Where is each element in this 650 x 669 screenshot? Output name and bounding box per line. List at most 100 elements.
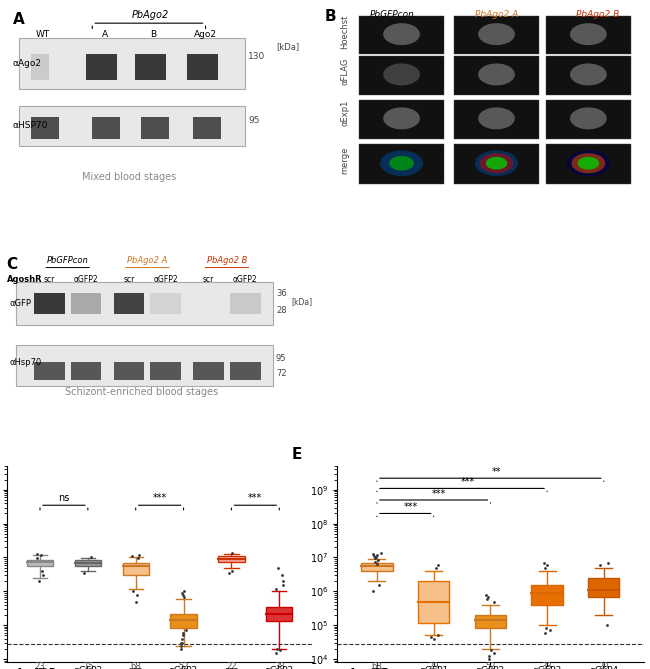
- Text: Ago2: Ago2: [194, 31, 217, 39]
- FancyBboxPatch shape: [16, 345, 273, 385]
- Text: αGFP2: αGFP2: [233, 275, 257, 284]
- Text: merge: merge: [341, 147, 349, 174]
- FancyBboxPatch shape: [34, 363, 65, 380]
- Text: αGFP3: αGFP3: [532, 666, 562, 669]
- Text: AgoshR: AgoshR: [348, 668, 390, 669]
- Circle shape: [570, 23, 606, 45]
- FancyBboxPatch shape: [135, 54, 166, 80]
- Text: scr: scr: [225, 666, 238, 669]
- FancyBboxPatch shape: [86, 54, 117, 80]
- Circle shape: [384, 23, 420, 45]
- Text: C: C: [6, 258, 18, 272]
- FancyBboxPatch shape: [359, 56, 445, 94]
- Text: 33: 33: [541, 662, 552, 669]
- FancyBboxPatch shape: [150, 294, 181, 314]
- FancyBboxPatch shape: [532, 585, 563, 605]
- Text: ***: ***: [404, 502, 418, 512]
- FancyBboxPatch shape: [545, 16, 631, 54]
- FancyBboxPatch shape: [193, 116, 221, 138]
- Text: 15: 15: [83, 662, 93, 669]
- FancyBboxPatch shape: [361, 563, 393, 571]
- FancyBboxPatch shape: [454, 144, 540, 184]
- FancyBboxPatch shape: [19, 38, 246, 89]
- Circle shape: [570, 108, 606, 129]
- Text: ns: ns: [58, 493, 70, 503]
- Text: αHsp70: αHsp70: [10, 358, 42, 367]
- Text: ***: ***: [461, 477, 474, 487]
- Circle shape: [480, 153, 514, 173]
- Text: 22: 22: [226, 662, 237, 669]
- Text: Mixed blood stages: Mixed blood stages: [82, 172, 176, 182]
- Text: αGFP: αGFP: [10, 299, 32, 308]
- Text: scr: scr: [203, 275, 215, 284]
- Text: αGFP2: αGFP2: [153, 275, 178, 284]
- Text: 23: 23: [34, 662, 46, 669]
- Text: αGFP4: αGFP4: [590, 666, 618, 669]
- FancyBboxPatch shape: [75, 561, 101, 565]
- FancyBboxPatch shape: [34, 294, 65, 314]
- FancyBboxPatch shape: [230, 294, 261, 314]
- Text: 29: 29: [428, 662, 439, 669]
- FancyBboxPatch shape: [266, 607, 292, 622]
- Text: PbAgo2 B: PbAgo2 B: [576, 10, 619, 19]
- FancyBboxPatch shape: [114, 363, 144, 380]
- FancyBboxPatch shape: [359, 100, 445, 138]
- Text: 28: 28: [276, 306, 287, 315]
- Text: αGFP2: αGFP2: [73, 666, 103, 669]
- FancyBboxPatch shape: [418, 581, 449, 623]
- FancyBboxPatch shape: [454, 16, 540, 54]
- Text: scr: scr: [124, 275, 135, 284]
- Text: B: B: [150, 31, 157, 39]
- FancyBboxPatch shape: [218, 556, 244, 562]
- FancyBboxPatch shape: [454, 56, 540, 94]
- Circle shape: [571, 153, 605, 173]
- FancyBboxPatch shape: [359, 144, 445, 184]
- FancyBboxPatch shape: [71, 363, 101, 380]
- Text: AgoshR: AgoshR: [6, 275, 42, 284]
- Text: 68: 68: [130, 662, 141, 669]
- Circle shape: [384, 108, 420, 129]
- FancyBboxPatch shape: [545, 56, 631, 94]
- Text: 52: 52: [178, 662, 188, 669]
- Text: PbGFPcon: PbGFPcon: [47, 256, 88, 265]
- FancyBboxPatch shape: [193, 363, 224, 380]
- FancyBboxPatch shape: [230, 363, 261, 380]
- Circle shape: [567, 151, 610, 176]
- Text: 72: 72: [276, 369, 287, 379]
- Text: A: A: [101, 31, 107, 39]
- Text: αExp1: αExp1: [341, 100, 349, 126]
- FancyBboxPatch shape: [187, 54, 218, 80]
- Text: 95: 95: [248, 116, 260, 124]
- Text: ***: ***: [248, 493, 263, 503]
- Text: 36: 36: [276, 289, 287, 298]
- Circle shape: [570, 64, 606, 86]
- Text: αGFP2: αGFP2: [265, 666, 294, 669]
- FancyBboxPatch shape: [71, 294, 101, 314]
- FancyBboxPatch shape: [545, 144, 631, 184]
- Circle shape: [578, 157, 599, 170]
- Text: αGFP2: αGFP2: [476, 666, 505, 669]
- Text: 52: 52: [485, 662, 495, 669]
- Text: PbAgo2 A: PbAgo2 A: [475, 10, 518, 19]
- Text: 130: 130: [248, 52, 266, 61]
- FancyBboxPatch shape: [92, 116, 120, 138]
- Circle shape: [486, 157, 507, 170]
- FancyBboxPatch shape: [141, 116, 169, 138]
- Circle shape: [478, 23, 515, 45]
- Text: αHSP70: αHSP70: [12, 121, 48, 130]
- Text: scr: scr: [370, 666, 383, 669]
- FancyBboxPatch shape: [16, 282, 273, 325]
- Text: scr: scr: [33, 666, 47, 669]
- Circle shape: [380, 151, 423, 176]
- FancyBboxPatch shape: [114, 294, 144, 314]
- Text: WT: WT: [36, 31, 51, 39]
- Text: αAgo2: αAgo2: [12, 59, 42, 68]
- Text: αGFP2: αGFP2: [169, 666, 198, 669]
- Circle shape: [478, 108, 515, 129]
- Circle shape: [478, 64, 515, 86]
- FancyBboxPatch shape: [31, 54, 49, 80]
- FancyBboxPatch shape: [19, 106, 246, 146]
- Text: [kDa]: [kDa]: [291, 298, 313, 306]
- Text: 95: 95: [276, 354, 287, 363]
- Text: αGFP1: αGFP1: [419, 666, 448, 669]
